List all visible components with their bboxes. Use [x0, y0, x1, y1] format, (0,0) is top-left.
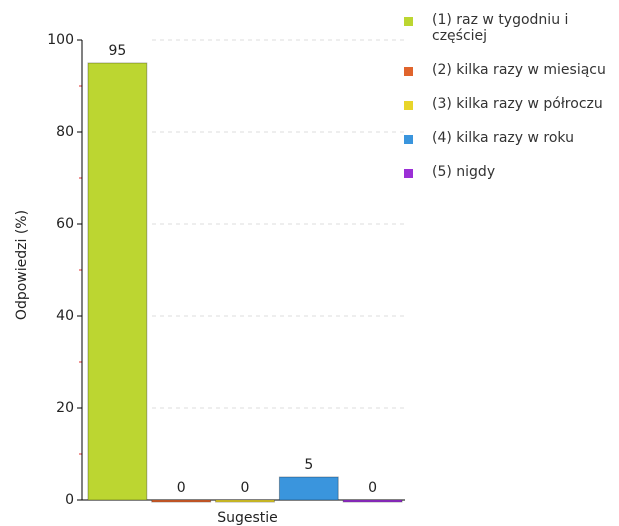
y-tick-label: 40	[56, 308, 74, 324]
bar	[215, 499, 275, 503]
bar	[87, 62, 148, 501]
y-tick-label: 80	[56, 124, 74, 140]
legend-swatch	[404, 17, 413, 26]
legend-item: (5) nigdy	[402, 164, 617, 180]
data-label: 95	[108, 43, 126, 59]
y-tick-label: 60	[56, 216, 74, 232]
legend-item: (3) kilka razy w półroczu	[402, 96, 617, 112]
legend-swatch	[404, 67, 413, 76]
legend-label: (3) kilka razy w półroczu	[432, 96, 603, 112]
bar	[342, 499, 403, 503]
legend: (1) raz w tygodniu i częściej (2) kilka r…	[402, 12, 617, 198]
y-tick-label: 100	[47, 32, 74, 48]
legend-label: (4) kilka razy w roku	[432, 130, 574, 146]
data-label: 5	[304, 457, 313, 473]
legend-label: (5) nigdy	[432, 164, 496, 180]
data-label: 0	[177, 480, 186, 496]
bar	[151, 499, 212, 503]
bar	[278, 476, 339, 501]
legend-swatch	[404, 169, 413, 178]
y-tick-label: 20	[56, 400, 74, 416]
legend-item: (4) kilka razy w roku	[402, 130, 617, 146]
legend-label: (1) raz w tygodniu i częściej	[432, 12, 569, 44]
legend-item: (1) raz w tygodniu i częściej	[402, 12, 617, 44]
legend-label: (2) kilka razy w miesiącu	[432, 62, 606, 78]
legend-swatch	[404, 135, 413, 144]
legend-item: (2) kilka razy w miesiącu	[402, 62, 617, 78]
data-label: 0	[368, 480, 377, 496]
y-tick-label: 0	[65, 492, 74, 508]
y-axis-label: Odpowiedzi (%)	[14, 210, 30, 320]
x-tick-label: Sugestie	[217, 510, 278, 526]
data-label: 0	[241, 480, 250, 496]
legend-swatch	[404, 101, 413, 110]
